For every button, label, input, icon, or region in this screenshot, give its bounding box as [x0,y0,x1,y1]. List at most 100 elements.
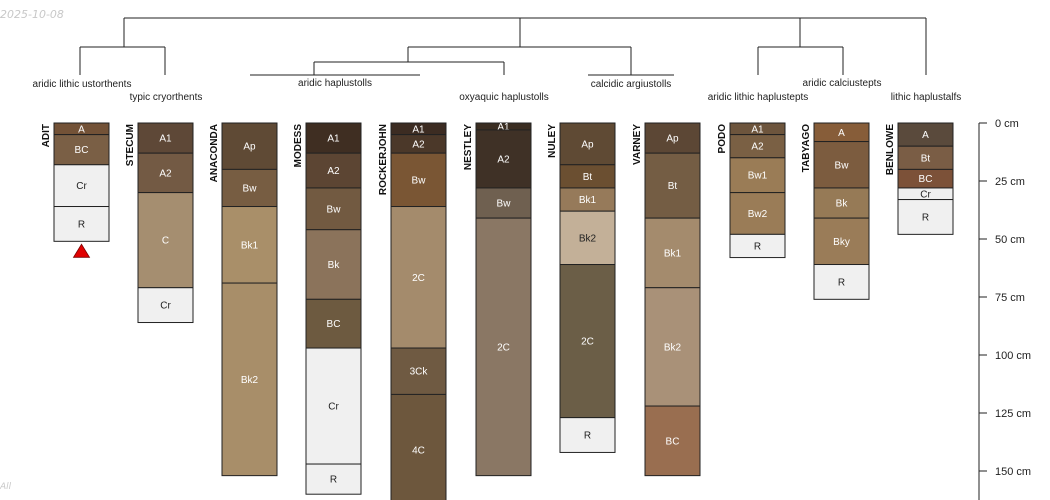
horizon-block [221,168,278,208]
depth-tick-label: 125 cm [995,408,1031,420]
horizon-label: Bk2 [664,342,682,353]
horizon-block [729,233,786,259]
horizon-label: Cr [920,189,931,200]
horizon-label: A2 [497,154,510,165]
depth-tick-label: 25 cm [995,176,1025,188]
profile-name: ANACONDA [209,124,220,182]
horizon-block [644,122,701,154]
horizon-block [390,206,447,349]
profile-name: BENLOWE [885,124,896,175]
horizon-label: A1 [751,124,764,135]
horizon-label: Bky [833,237,850,248]
horizon-block [559,264,616,419]
horizon-block [475,129,532,189]
horizon-label: Bk2 [579,233,597,244]
horizon-label: Bw [835,160,850,171]
taxon-label: aridic haplustolls [298,78,372,89]
horizon-label: R [330,475,337,486]
horizon-label: Cr [328,402,339,413]
horizon-label: A [922,130,929,141]
horizon-label: A2 [159,168,172,179]
horizon-block [137,192,194,289]
profile-name: STECUM [125,124,136,166]
horizon-block [137,152,194,194]
taxon-label: aridic lithic haplustepts [708,92,809,103]
horizon-label: A2 [327,166,340,177]
horizon-label: A2 [751,142,764,153]
taxon-label: lithic haplustalfs [891,92,962,103]
horizon-label: Bw [243,183,258,194]
horizon-block [221,282,278,477]
horizon-label: BC [327,319,341,330]
horizon-label: R [754,241,761,252]
horizon-label: Bk [836,199,849,210]
horizon-block [475,217,532,477]
taxon-label: aridic calciustepts [803,78,882,89]
horizon-label: Bk1 [664,248,682,259]
horizon-block [221,206,278,284]
profile-name: MODESS [293,124,304,168]
profile-name: NULEY [547,124,558,158]
horizon-label: Bw [497,199,512,210]
profile-name: PODO [717,124,728,154]
horizon-block [305,347,362,465]
horizon-label: Cr [160,301,171,312]
profile-name: ROCKERJOHN [378,124,389,195]
horizon-label: A1 [412,124,425,135]
horizon-label: R [584,431,591,442]
red-triangle-icon [72,243,91,258]
taxon-label: oxyaquic haplustolls [459,92,549,103]
horizon-block [559,122,616,166]
horizon-label: Bw [412,175,427,186]
horizon-block [53,164,110,208]
horizon-label: R [922,212,929,223]
depth-tick-label: 100 cm [995,350,1031,362]
horizon-label: BC [75,145,89,156]
taxon-label: aridic lithic ustorthents [33,79,132,90]
horizon-label: Cr [76,181,87,192]
horizon-label: 2C [412,273,425,284]
horizon-block [644,405,701,477]
horizon-block [559,210,616,266]
horizon-label: A [78,124,85,135]
horizon-label: A1 [159,134,172,145]
horizon-label: 4C [412,446,425,457]
horizon-block [729,157,786,194]
profile-name: NESTLEY [463,124,474,170]
horizon-block [137,287,194,324]
horizon-label: C [162,236,169,247]
horizon-label: Bk2 [241,375,259,386]
horizon-block [305,152,362,189]
horizon-block [813,187,870,219]
horizon-label: R [78,219,85,230]
horizon-block [305,187,362,231]
depth-tick-label: 50 cm [995,234,1025,246]
horizon-label: Bw [327,204,342,215]
horizon-label: Bt [583,172,593,183]
horizon-label: 2C [497,342,510,353]
horizon-label: BC [919,174,933,185]
horizon-block [897,199,954,235]
horizon-block [305,463,362,495]
horizon-label: 3Ck [410,367,429,378]
horizon-label: Bw2 [748,209,768,220]
date-stamp: 2025-10-08 [0,8,64,21]
horizon-label: Bk1 [241,240,259,251]
horizon-block [813,264,870,300]
horizon-label: A1 [497,122,510,133]
profile-name: ADIT [41,124,52,147]
horizon-block [644,217,701,289]
horizon-block [390,393,447,500]
profile-name: VARNEY [632,124,643,165]
horizon-label: Bw1 [748,171,768,182]
horizon-label: Bt [921,153,931,164]
taxon-label: typic cryorthents [130,92,203,103]
depth-tick-label: 150 cm [995,466,1031,478]
horizon-block [559,417,616,453]
horizon-block [53,134,110,166]
horizon-block [813,141,870,189]
horizon-label: Ap [243,142,256,153]
horizon-block [221,122,278,170]
horizon-label: Ap [666,134,679,145]
